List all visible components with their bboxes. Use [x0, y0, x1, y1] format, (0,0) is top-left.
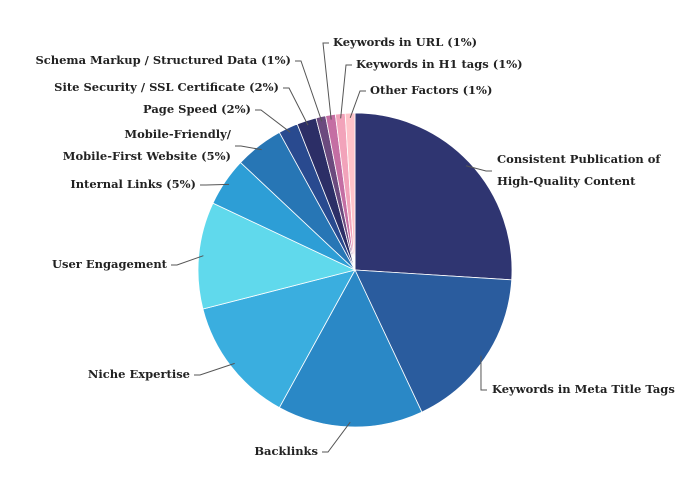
leader-line — [283, 87, 309, 126]
pie-slice — [354, 269, 513, 413]
leader-line — [255, 109, 291, 133]
leader-line — [322, 42, 332, 120]
leader-line — [171, 255, 204, 266]
leader-line — [235, 145, 262, 151]
pie-slice — [344, 112, 356, 271]
slice-label: Consistent Publication of — [497, 152, 661, 166]
pie-slice — [197, 202, 357, 310]
pie-slice — [202, 269, 356, 409]
pie-slice — [278, 269, 423, 428]
leader-line — [322, 421, 351, 453]
slice-label: Keywords in Meta Title Tags — [492, 382, 675, 396]
slice-label: Niche Expertise — [88, 367, 190, 381]
slice-label: Other Factors (1%) — [370, 83, 492, 97]
leader-line — [465, 165, 492, 172]
slice-label: Schema Markup / Structured Data (1%) — [35, 53, 291, 67]
slice-label: Mobile-Friendly/ — [124, 127, 231, 141]
leader-line — [194, 362, 235, 376]
leader-line — [200, 183, 230, 186]
slice-label: Page Speed (2%) — [143, 102, 251, 116]
slice-label: Internal Links (5%) — [70, 177, 196, 191]
pie-slice — [354, 112, 513, 281]
slice-label: Keywords in URL (1%) — [333, 35, 477, 49]
slice-label: Backlinks — [254, 444, 318, 458]
slice-label: User Engagement — [52, 257, 168, 271]
leader-line — [349, 90, 366, 118]
slice-label: Site Security / SSL Certificate (2%) — [54, 80, 279, 94]
leader-line — [340, 64, 352, 119]
leader-line — [480, 355, 487, 391]
slice-label: High-Quality Content — [497, 174, 636, 188]
slice-label: Mobile-First Website (5%) — [63, 149, 231, 163]
leader-line — [295, 60, 323, 122]
slice-label: Keywords in H1 tags (1%) — [356, 57, 523, 71]
